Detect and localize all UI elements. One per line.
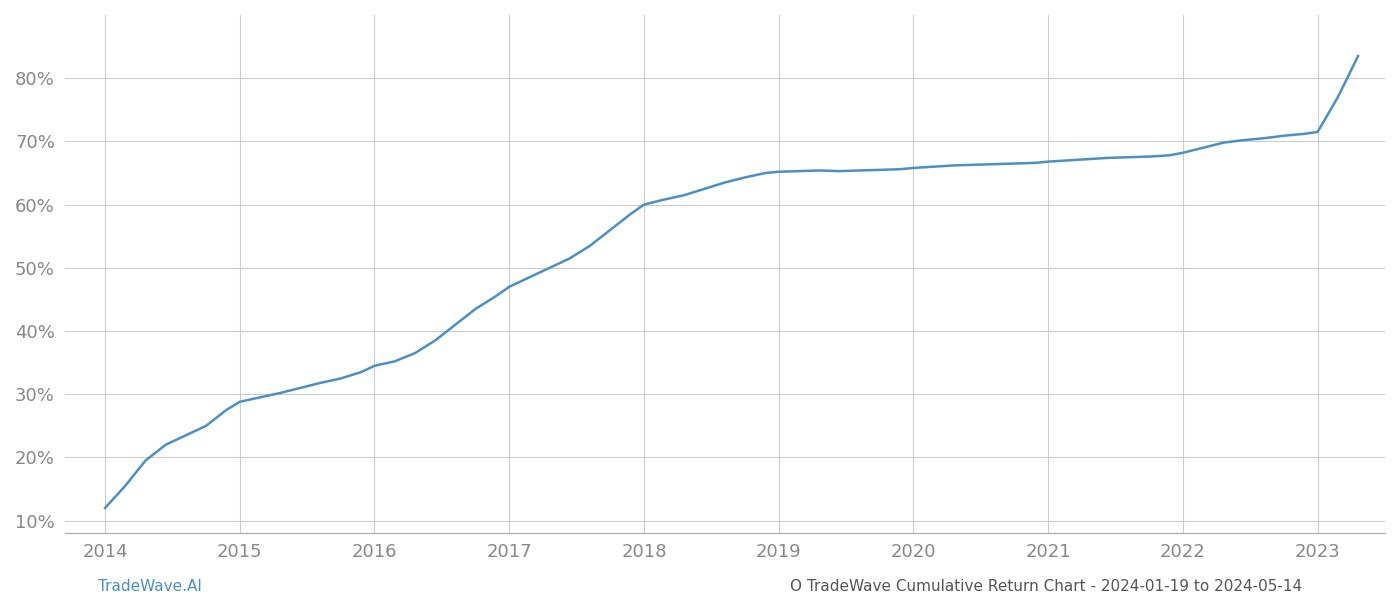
Text: O TradeWave Cumulative Return Chart - 2024-01-19 to 2024-05-14: O TradeWave Cumulative Return Chart - 20… <box>790 579 1302 594</box>
Text: TradeWave.AI: TradeWave.AI <box>98 579 202 594</box>
